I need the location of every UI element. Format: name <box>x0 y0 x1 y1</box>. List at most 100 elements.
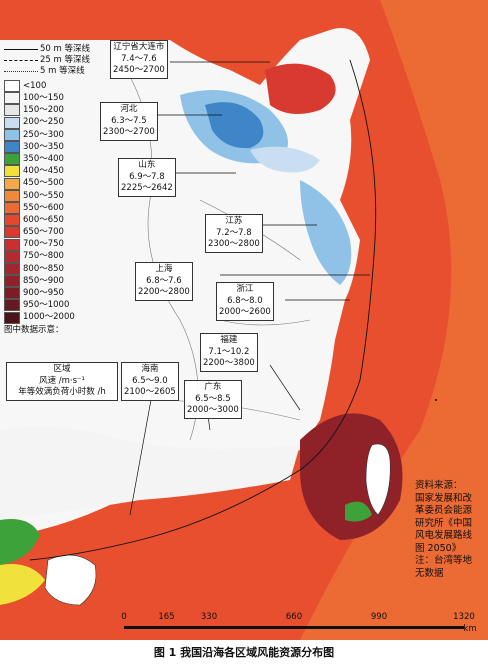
depth-line-label: 50 m 等深线 <box>40 44 91 55</box>
legend-label: 850～900 <box>23 275 64 286</box>
legend-item: 650～700 <box>4 226 114 239</box>
legend-label: 550～600 <box>23 202 64 213</box>
depth-line-legend: 50 m 等深线 25 m 等深线 5 m 等深线 <box>4 44 114 77</box>
scale-tick: 165 <box>158 612 175 622</box>
scale-bar: 0 165 330 660 990 1320 km <box>118 612 477 636</box>
legend-swatch <box>4 189 20 202</box>
legend-swatch <box>4 104 20 117</box>
depth-line-item: 50 m 等深线 <box>4 44 114 55</box>
source-line: 无数据 <box>415 567 444 579</box>
open-sea-band <box>300 0 488 640</box>
region-name: 福建 <box>220 335 238 345</box>
region-label: 辽宁省大连市 7.4～7.6 2450～2700 <box>110 40 168 79</box>
legend-swatch <box>4 177 20 190</box>
legend-label: 450～500 <box>23 178 64 189</box>
region-hours: 2200～2800 <box>138 287 190 297</box>
color-legend: <100 100～150 150～200 200～250 250～300 300～350 3… <box>4 80 114 324</box>
legend-swatch <box>4 311 20 324</box>
sample-line-2: 风速 /m·s⁻¹ <box>39 375 85 386</box>
legend-swatch <box>4 128 20 141</box>
region-hours: 2000～3000 <box>187 405 239 415</box>
shandong-coast <box>250 146 320 173</box>
region-speed: 6.8～7.6 <box>146 275 182 286</box>
legend-label: 900～950 <box>23 288 64 299</box>
legend-label: 200～250 <box>23 117 64 128</box>
legend-label: 250～300 <box>23 129 64 140</box>
sample-label-box: 区域 风速 /m·s⁻¹ 年等效满负荷小时数 /h <box>6 362 118 401</box>
legend-item: 150～200 <box>4 104 114 117</box>
legend-label: 100～150 <box>23 93 64 104</box>
legend-swatch <box>4 214 20 227</box>
legend-label: 1000～2000 <box>23 312 75 323</box>
source-line: 图 2050》 <box>415 542 462 554</box>
region-label: 江苏 7.2～7.8 2300～2800 <box>205 214 263 253</box>
legend-swatch <box>4 287 20 300</box>
legend-swatch <box>4 238 20 251</box>
legend-swatch <box>4 299 20 312</box>
legend-swatch <box>4 165 20 178</box>
legend-swatch <box>4 116 20 129</box>
source-line: 注：台湾等地 <box>415 555 473 566</box>
region-speed: 7.4～7.6 <box>121 53 157 64</box>
region-hours: 2200～3800 <box>203 358 255 368</box>
source-line: 国家发展和改 <box>415 492 473 504</box>
region-label: 上海 6.8～7.6 2200～2800 <box>135 262 193 301</box>
region-speed: 6.5～9.0 <box>132 375 168 386</box>
legend-swatch <box>4 153 20 166</box>
region-speed: 6.5～8.5 <box>195 393 231 404</box>
legend-swatch <box>4 262 20 275</box>
region-name: 河北 <box>120 104 138 114</box>
legend-swatch <box>4 226 20 239</box>
legend-label: 700～750 <box>23 239 64 250</box>
region-label: 山东 6.9～7.8 2225～2642 <box>118 158 176 197</box>
scale-unit: km <box>463 624 477 634</box>
legend-label: 800～850 <box>23 263 64 274</box>
legend-item: 950～1000 <box>4 299 114 312</box>
map-legend: 50 m 等深线 25 m 等深线 5 m 等深线 <100 100～150 150～2… <box>4 44 114 334</box>
legend-label: 150～200 <box>23 105 64 116</box>
legend-label: 650～700 <box>23 227 64 238</box>
scale-bar-line <box>124 626 464 629</box>
scale-tick: 990 <box>370 612 388 622</box>
region-speed: 6.8～8.0 <box>227 295 263 306</box>
legend-item: 750～800 <box>4 250 114 263</box>
scale-tick: 660 <box>285 612 303 622</box>
legend-item: <100 <box>4 80 114 93</box>
legend-label: 600～650 <box>23 214 64 225</box>
region-name: 海南 <box>141 364 159 374</box>
scale-tick: 1320 <box>453 612 475 622</box>
tick-dot <box>435 509 437 511</box>
region-hours: 2100～2605 <box>124 387 176 397</box>
legend-item: 550～600 <box>4 201 114 214</box>
legend-label: 950～1000 <box>23 300 70 311</box>
legend-label: 750～800 <box>23 251 64 262</box>
beibu-gulf-band-yellow <box>0 564 45 605</box>
bohai-sea <box>265 63 336 114</box>
tick-dot <box>435 399 437 401</box>
region-name: 山东 <box>138 160 156 170</box>
figure-caption: 图 1 我国沿海各区域风能资源分布图 <box>153 646 335 659</box>
legend-item: 300～350 <box>4 141 114 154</box>
legend-item: 400～450 <box>4 165 114 178</box>
region-hours: 2000～2600 <box>219 307 271 317</box>
depth-line-sample <box>4 60 38 61</box>
region-speed: 7.1～10.2 <box>208 346 250 357</box>
legend-label: 350～400 <box>23 153 64 164</box>
source-line: 研究所《中国 <box>415 517 473 529</box>
region-hours: 2300～2800 <box>208 239 260 249</box>
hainan-island <box>44 554 97 606</box>
legend-item: 1000～2000 <box>4 311 114 324</box>
region-label: 海南 6.5～9.0 2100～2605 <box>121 362 179 401</box>
scale-tick: 0 <box>121 612 127 622</box>
beibu-gulf-band <box>0 519 40 565</box>
legend-label: 300～350 <box>23 141 64 152</box>
bohai-deep-blue <box>205 102 264 149</box>
legend-swatch <box>4 80 20 93</box>
guangdong-land <box>0 426 300 520</box>
region-name: 辽宁省大连市 <box>113 42 165 52</box>
region-label: 广东 6.5～8.5 2000～3000 <box>184 380 242 419</box>
region-name: 江苏 <box>225 216 243 226</box>
legend-label: <100 <box>23 80 47 91</box>
depth-line-sample <box>4 71 38 72</box>
source-line: 革委员会能源 <box>415 505 473 516</box>
